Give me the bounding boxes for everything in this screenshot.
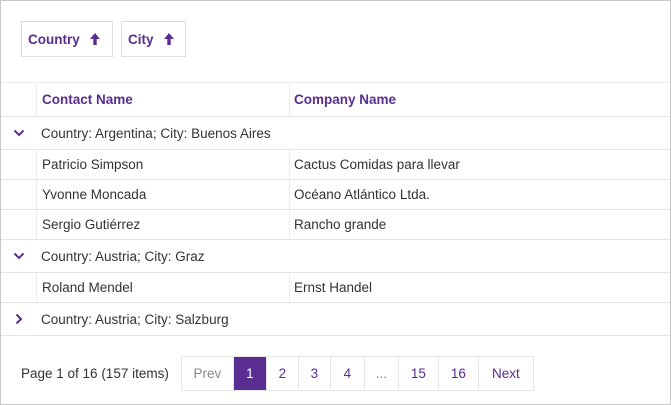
table-row[interactable]: Roland Mendel Ernst Handel [1,273,670,303]
page-button-1[interactable]: 1 [233,357,267,390]
cell-company-name: Rancho grande [294,217,387,232]
group-label: Country: Austria; City: Salzburg [41,311,229,327]
cell-contact-name: Yvonne Moncada [37,180,290,209]
group-row[interactable]: Country: Austria; City: Salzburg [1,303,670,336]
page-button-16[interactable]: 16 [439,357,479,390]
page-button-15[interactable]: 15 [399,357,439,390]
group-label: Country: Austria; City: Graz [41,248,205,264]
group-panel: Country City [21,21,186,57]
sort-ascending-icon [89,33,100,45]
cell-contact-name: Sergio Gutiérrez [37,210,290,239]
table-row[interactable]: Patricio Simpson Cactus Comidas para llev… [1,150,670,180]
group-row[interactable]: Country: Argentina; City: Buenos Aires [1,117,670,150]
group-label: Country: Argentina; City: Buenos Aires [41,125,271,141]
chevron-down-icon[interactable] [1,240,37,272]
page-button-3[interactable]: 3 [299,357,331,390]
column-header-contact-name[interactable]: Contact Name [37,83,290,116]
pager: Page 1 of 16 (157 items) Prev 1 2 3 4... 15 16… [21,356,534,391]
next-button[interactable]: Next [491,366,520,381]
group-chip-city[interactable]: City [121,21,186,57]
table-row[interactable]: Sergio Gutiérrez Rancho grande [1,210,670,240]
cell-company-name: Ernst Handel [294,280,373,295]
cell-contact-name: Patricio Simpson [37,150,290,179]
table-row[interactable]: Yvonne Moncada Océano Atlántico Ltda. [1,180,670,210]
prev-button[interactable]: Prev [182,357,234,390]
cell-company-name: Océano Atlántico Ltda. [294,187,430,202]
data-grid: Contact Name Company Name Country: Argen… [1,82,670,336]
column-header-company-name[interactable]: Company Name [294,92,397,107]
pager-pages: Prev 1 2 3 4... 15 16 Next [180,356,534,391]
cell-contact-name: Roland Mendel [37,273,290,302]
page-ellipsis[interactable]: ... [365,357,399,390]
cell-company-name: Cactus Comidas para llevar [294,157,460,172]
pager-info: Page 1 of 16 (157 items) [21,366,169,381]
group-chip-country[interactable]: Country [21,21,113,57]
group-row[interactable]: Country: Austria; City: Graz [1,240,670,273]
group-chip-label: City [128,31,154,47]
group-chip-label: Country [28,31,80,47]
page-button-4[interactable]: 4 [331,357,365,390]
chevron-down-icon[interactable] [1,117,37,149]
sort-ascending-icon [163,33,174,45]
chevron-right-icon[interactable] [1,303,37,335]
header-row: Contact Name Company Name [1,83,670,117]
page-button-2[interactable]: 2 [267,357,299,390]
